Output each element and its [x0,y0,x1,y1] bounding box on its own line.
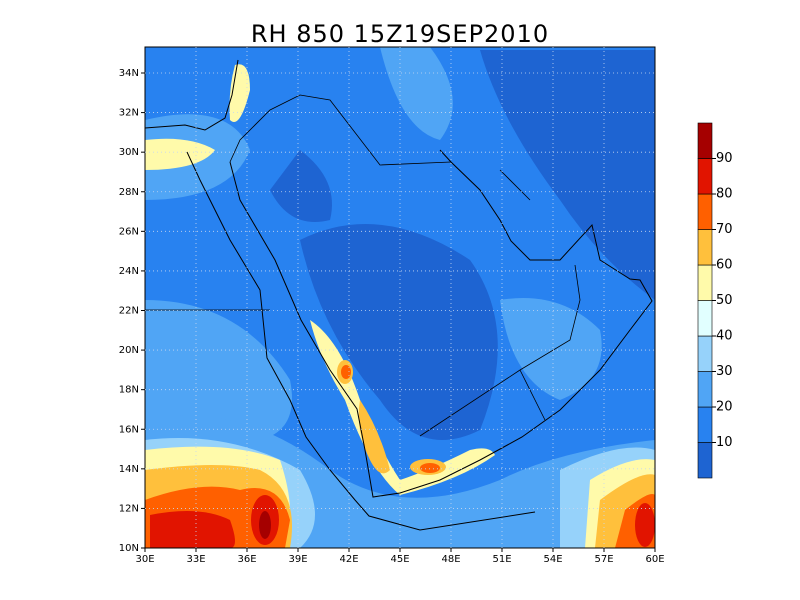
lat-label: 34N [119,68,139,79]
lon-label: 42E [339,554,358,565]
lat-label: 10N [119,543,139,554]
colorbar-segment [697,335,713,372]
colorbar-label: 80 [716,187,733,202]
field [145,47,655,548]
lat-label: 30N [119,147,139,158]
lon-label: 45E [390,554,409,565]
lon-label: 51E [492,554,511,565]
colorbar-segment [697,406,713,443]
lat-label: 32N [119,108,139,119]
lat-label: 24N [119,266,139,277]
colorbar-segment [697,442,713,479]
lon-label: 60E [645,554,664,565]
colorbar-label: 30 [716,364,733,379]
lat-label: 22N [119,306,139,317]
title: RH 850 15Z19SEP2010 [251,20,549,48]
colorbar-segment [697,371,713,408]
colorbar-label: 60 [716,258,733,273]
colorbar-label: 20 [716,400,733,415]
lat-label: 16N [119,424,139,435]
colorbar-label: 50 [716,293,733,308]
colorbar-label: 90 [716,151,733,166]
lat-label: 28N [119,187,139,198]
lat-label: 26N [119,226,139,237]
lat-label: 12N [119,503,139,514]
colorbar-segment [697,300,713,337]
colorbar-segment [697,122,713,159]
lon-label: 57E [594,554,613,565]
lat-label: 18N [119,385,139,396]
lon-label: 54E [543,554,562,565]
colorbar-segment [697,158,713,195]
lon-label: 36E [237,554,256,565]
colorbar-segment [697,193,713,230]
graticule: 10N 12N 14N 16N 18N 20N 22N 24N 26N 28N 30N 32N 34N 3… [119,47,665,565]
colorbar: 10 20 30 40 50 60 70 80 90 [697,122,733,479]
colorbar-label: 10 [716,435,733,450]
lat-label: 20N [119,345,139,356]
lon-label: 48E [441,554,460,565]
colorbar-segment [697,229,713,266]
lon-label: 33E [186,554,205,565]
colorbar-segment [697,264,713,301]
lon-label: 30E [135,554,154,565]
lat-label: 14N [119,464,139,475]
lon-label: 39E [288,554,307,565]
colorbar-label: 70 [716,222,733,237]
colorbar-label: 40 [716,329,733,344]
